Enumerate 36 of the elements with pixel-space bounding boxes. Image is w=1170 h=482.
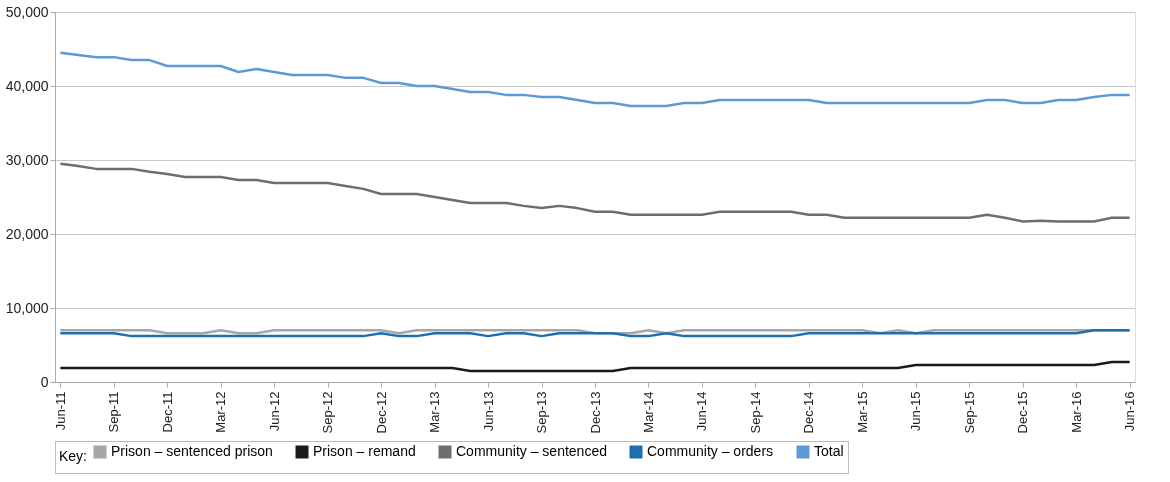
x-tick-label: Mar-14: [640, 391, 656, 433]
x-tick-label: Jun-16: [1122, 391, 1138, 432]
legend-label: Prison – sentenced prison: [111, 443, 273, 459]
x-tick-label: Jun-12: [266, 391, 282, 432]
x-tick-label: Jun-14: [694, 391, 710, 432]
x-tick-label: Mar-12: [213, 391, 229, 433]
x-tick-label: Dec-14: [801, 391, 817, 434]
x-tick-label: Mar-13: [427, 391, 443, 433]
x-tick-label: Sep-12: [320, 391, 336, 434]
y-tick-label: 0: [40, 373, 49, 390]
x-tick-label: Dec-13: [587, 391, 603, 434]
x-tick-label: Sep-11: [106, 391, 122, 433]
legend-label: Total: [814, 443, 844, 459]
x-tick-label: Sep-15: [961, 391, 977, 434]
x-tick-label: Dec-12: [373, 391, 389, 434]
x-tick-label: Jun-13: [480, 391, 496, 432]
legend-label: Prison – remand: [313, 443, 416, 459]
line-series: [59, 51, 1131, 108]
x-tick-label: Dec-11: [159, 391, 175, 433]
x-tick-label: Mar-16: [1068, 391, 1084, 433]
line-series: [59, 162, 1131, 223]
x-tick-label: Sep-14: [747, 391, 763, 434]
y-tick-label: 10,000: [5, 299, 49, 316]
x-tick-label: Sep-13: [534, 391, 550, 434]
line-series: [59, 360, 1131, 373]
legend-title: Key:: [59, 448, 88, 464]
legend-label: Community – orders: [647, 443, 774, 459]
x-tick-label: Jun-15: [908, 391, 924, 432]
legend-label: Community – sentenced: [456, 443, 607, 459]
y-tick-label: 50,000: [5, 3, 49, 20]
y-tick-label: 30,000: [5, 151, 49, 168]
y-tick-label: 40,000: [5, 77, 49, 94]
y-tick-label: 20,000: [5, 225, 49, 242]
x-tick-label: Dec-15: [1015, 391, 1031, 434]
x-tick-label: Jun-11: [52, 391, 68, 431]
x-tick-label: Mar-15: [854, 391, 870, 433]
